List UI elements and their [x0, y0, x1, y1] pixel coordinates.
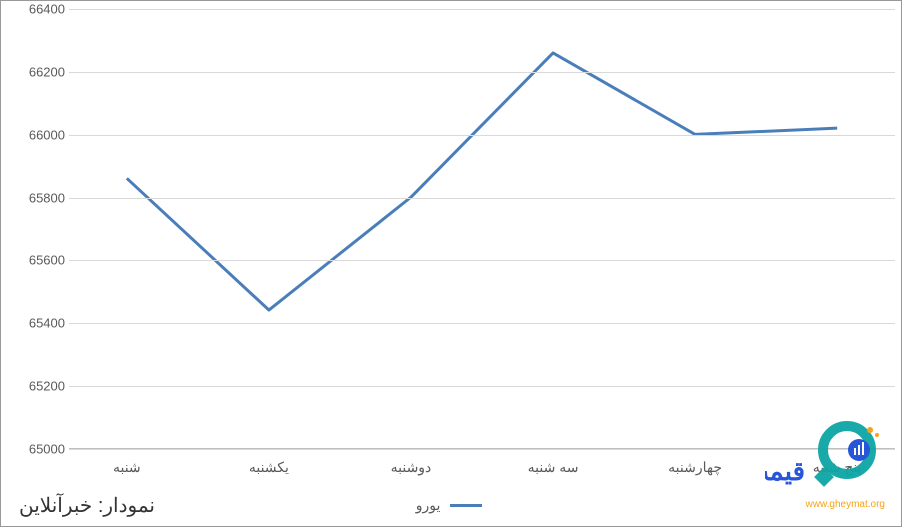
data-line [127, 53, 837, 310]
y-tick-label: 65000 [29, 442, 65, 457]
x-tick-label: سه شنبه [528, 459, 579, 476]
y-tick-label: 66200 [29, 64, 65, 79]
chart-container: 65000 65200 65400 65600 65800 66000 66200 66400… [0, 0, 902, 527]
x-tick-label: یکشنبه [249, 459, 289, 476]
gridline [69, 198, 895, 199]
legend-label: یورو [416, 497, 441, 513]
gridline [69, 9, 895, 10]
y-tick-label: 66400 [29, 2, 65, 17]
logo-svg: قیمت [765, 420, 885, 510]
x-tick-label: چهارشنبه [668, 459, 722, 476]
gridline [69, 323, 895, 324]
logo-url: www.gheymat.org [806, 499, 885, 510]
x-tick-label: شنبه [113, 459, 141, 476]
y-tick-label: 65200 [29, 379, 65, 394]
logo: قیمت www.gheymat.org [765, 420, 885, 510]
caption: نمودار: خبرآنلاین [19, 493, 155, 518]
gridline [69, 135, 895, 136]
y-tick-label: 66000 [29, 127, 65, 142]
plot-area [69, 9, 895, 449]
gridline [69, 72, 895, 73]
gridline [69, 260, 895, 261]
x-tick-label: دوشنبه [391, 459, 432, 476]
legend-swatch [450, 504, 482, 507]
chart-line-svg [69, 9, 895, 448]
svg-text:قیمت: قیمت [765, 457, 805, 486]
y-tick-label: 65600 [29, 253, 65, 268]
y-tick-label: 65800 [29, 190, 65, 205]
y-tick-label: 65400 [29, 316, 65, 331]
gridline [69, 386, 895, 387]
chart-body: 6500065200654006560065800660006620066400… [9, 9, 895, 520]
y-axis: 6500065200654006560065800660006620066400 [9, 9, 69, 449]
